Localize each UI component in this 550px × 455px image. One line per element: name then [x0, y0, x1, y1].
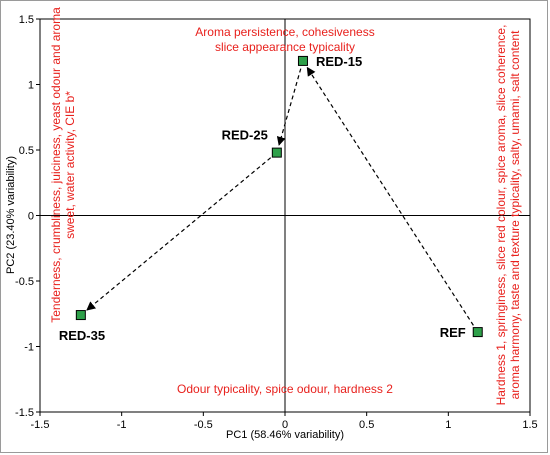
annotation-left-line1: Tenderness, crumbliness, juiciness, yeas…: [49, 7, 63, 323]
point-label-red-15: RED-15: [316, 54, 362, 69]
x-tick-label: 0: [282, 419, 288, 431]
y-tick-label: 0: [28, 211, 34, 223]
point-label-red-35: RED-35: [59, 328, 105, 343]
annotation-top-line1: Aroma persistence, cohesiveness: [195, 25, 374, 39]
x-tick-label: -1.5: [31, 419, 50, 431]
x-tick-label: -0.5: [194, 419, 213, 431]
point-marker-ref: [472, 327, 483, 338]
arrow-red-25-to-red-35: [86, 157, 272, 311]
y-tick-label: -0.5: [15, 276, 34, 288]
x-tick-label: 1.5: [522, 419, 537, 431]
annotation-right-line1: Hardness 1, springiness, slice red colou…: [494, 25, 508, 406]
point-label-red-25: RED-25: [222, 128, 268, 143]
point-label-ref: REF: [440, 325, 466, 340]
x-tick-label: 0.5: [359, 419, 374, 431]
annotation-right-line2: aroma harmony, taste and texture typical…: [508, 30, 522, 399]
y-tick-label: 0.5: [19, 145, 34, 157]
arrow-ref-to-red-15: [306, 66, 474, 326]
y-tick-label: -1.5: [15, 407, 34, 419]
y-tick-label: 1.5: [19, 14, 34, 26]
x-tick-label: -1: [117, 419, 127, 431]
x-axis-title: PC1 (58.46% variability): [226, 429, 344, 441]
point-marker-red-25: [271, 147, 282, 158]
annotation-bottom: Odour typicality, spice odour, hardness …: [177, 382, 393, 396]
y-tick-label: -1: [24, 342, 34, 354]
arrow-red-15-to-red-25: [276, 68, 302, 146]
annotation-top-line2: slice appearance typicality: [215, 40, 355, 54]
point-marker-red-35: [75, 310, 86, 321]
annotation-left-line2: sweet, water activity, CIE b*: [63, 91, 77, 239]
y-tick-label: 1: [28, 80, 34, 92]
point-marker-red-15: [297, 55, 308, 66]
y-axis-title: PC2 (23.40% variability): [5, 156, 17, 274]
x-tick-label: 1: [445, 419, 451, 431]
